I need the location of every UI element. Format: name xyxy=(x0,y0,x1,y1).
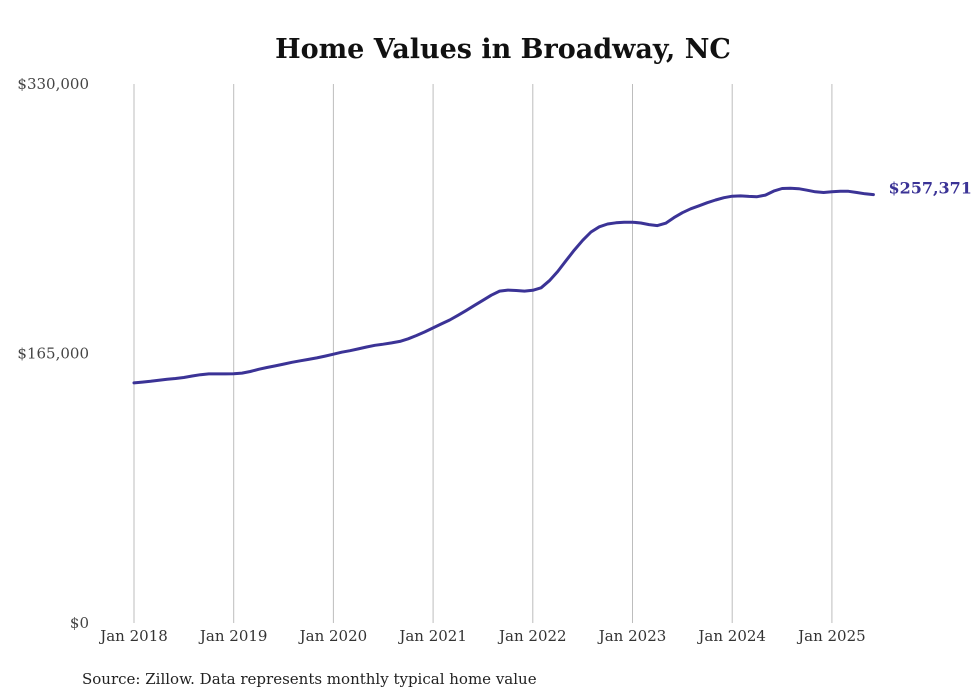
x-tick-label: Jan 2025 xyxy=(796,627,866,645)
x-tick-label: Jan 2019 xyxy=(198,627,268,645)
source-note: Source: Zillow. Data represents monthly … xyxy=(82,670,537,688)
x-tick-label: Jan 2024 xyxy=(696,627,766,645)
chart-title: Home Values in Broadway, NC xyxy=(275,34,731,65)
x-tick-label: Jan 2020 xyxy=(298,627,368,645)
x-tick-label: Jan 2022 xyxy=(497,627,567,645)
y-tick-label: $165,000 xyxy=(17,345,89,363)
x-tick-label: Jan 2023 xyxy=(597,627,667,645)
y-tick-label: $330,000 xyxy=(17,75,89,93)
series-line xyxy=(132,186,875,385)
gridlines xyxy=(133,84,833,623)
y-axis-ticks: $0 $165,000 $330,000 xyxy=(17,75,89,632)
y-tick-label: $0 xyxy=(70,614,89,632)
x-tick-label: Jan 2018 xyxy=(98,627,168,645)
x-axis-ticks: Jan 2018 Jan 2019 Jan 2020 Jan 2021 Jan 2022… xyxy=(98,627,865,645)
end-value-label: $257,371 xyxy=(888,179,972,198)
x-tick-label: Jan 2021 xyxy=(397,627,467,645)
